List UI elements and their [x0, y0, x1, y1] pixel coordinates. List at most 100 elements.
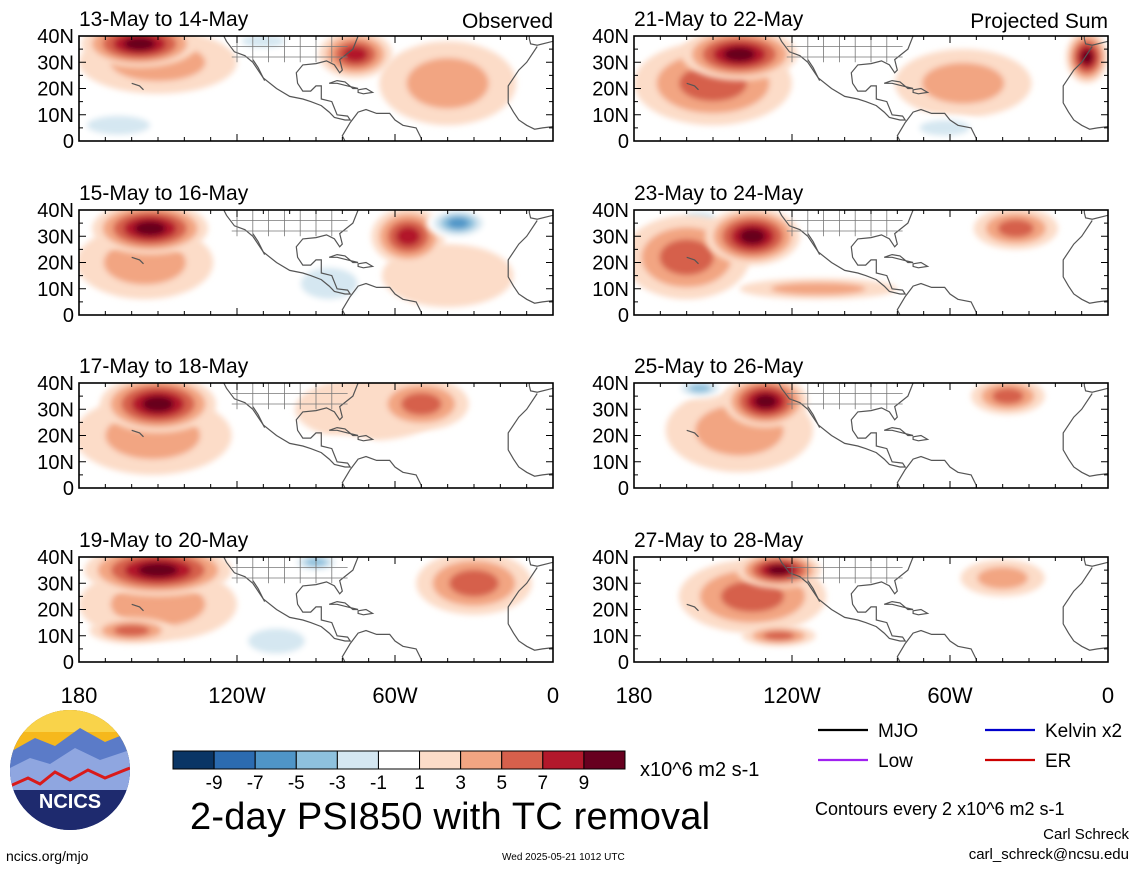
- y-tick-label: 20N: [37, 253, 74, 275]
- anomaly-blob: [371, 210, 446, 266]
- chart-title: 2-day PSI850 with TC removal: [190, 796, 711, 838]
- colorbar-tick-label: -1: [370, 773, 387, 794]
- colorbar-swatch: [419, 750, 462, 770]
- x-tick-label: 120W: [208, 683, 266, 708]
- anomaly-contour: [406, 58, 489, 109]
- y-tick-label: 30N: [37, 399, 74, 421]
- y-tick-label: 10N: [37, 626, 74, 648]
- legend-label: MJO: [878, 721, 918, 742]
- y-tick-label: 10N: [592, 452, 629, 474]
- anomaly-contour: [343, 46, 368, 63]
- anomaly-blob: [971, 383, 1045, 415]
- map-panel: 40N 30N 20N 10N 0 13-May to 14-May Observed: [37, 8, 554, 153]
- coastlines: [686, 557, 1108, 662]
- anomaly-blob: [902, 114, 987, 141]
- ncics-logo: NCICS: [10, 710, 130, 830]
- x-tick-label: 180: [61, 683, 98, 708]
- colorbar-tick-label: -3: [329, 773, 346, 794]
- y-tick-label: 0: [63, 305, 74, 327]
- y-tick-label: 0: [63, 652, 74, 674]
- anomaly-blob: [226, 36, 301, 52]
- anomaly-blob: [894, 49, 1032, 118]
- anomaly-contour: [720, 580, 785, 613]
- x-tick-label: 180: [616, 683, 653, 708]
- colorbar-swatch: [501, 750, 544, 770]
- colorbar-units: x10^6 m2 s-1: [640, 759, 760, 781]
- colorbar-swatch: [377, 750, 421, 770]
- y-tick-label: 40N: [592, 373, 629, 395]
- colorbar-tick-label: -7: [247, 773, 264, 794]
- colorbar-swatch: [460, 750, 503, 770]
- anomaly-contour: [767, 565, 791, 576]
- anomaly-blob: [705, 210, 800, 266]
- colorbar-swatch: [172, 750, 215, 770]
- contour-note: Contours every 2 x10^6 m2 s-1: [815, 799, 1065, 819]
- legend-label: Low: [878, 751, 913, 772]
- panel-date-range: 27-May to 28-May: [634, 529, 804, 552]
- anomaly-blob: [426, 210, 490, 239]
- anomaly-contour: [997, 219, 1034, 238]
- colorbar-tick-label: 1: [414, 773, 425, 794]
- y-tick-label: 10N: [592, 626, 629, 648]
- anomaly-contour: [688, 383, 712, 393]
- coastlines: [686, 36, 1108, 141]
- map-panel: 40N 30N 20N 10N 0 25-May to 26-May: [592, 355, 1109, 500]
- y-tick-label: 0: [63, 131, 74, 153]
- anomaly-blob: [681, 36, 798, 81]
- y-tick-label: 20N: [37, 426, 74, 448]
- anomaly-contour: [647, 557, 700, 584]
- y-tick-label: 30N: [592, 399, 629, 421]
- anomaly-blob: [318, 36, 393, 78]
- y-tick-label: 0: [618, 478, 629, 500]
- coastlines: [131, 557, 553, 662]
- x-tick-label: 0: [547, 683, 559, 708]
- timestamp: Wed 2025-05-21 1012 UTC: [502, 852, 625, 863]
- anomaly-contour: [977, 566, 1028, 590]
- colorbar-tick-label: -5: [288, 773, 305, 794]
- anomaly-contour: [137, 562, 179, 578]
- anomaly-blob: [416, 557, 532, 615]
- anomaly-blob: [973, 210, 1058, 250]
- colorbar-tick-label: 7: [538, 773, 549, 794]
- panel-type-label: Observed: [462, 10, 553, 33]
- state-borders: [786, 383, 903, 410]
- map-panel: 40N 30N 20N 10N 0 27-May to 28-May: [592, 529, 1109, 674]
- map-panel: 40N 30N 20N 10N 0 21-May to 22-May Projected S…: [592, 8, 1109, 153]
- panel-type-label: Projected Sum: [970, 10, 1108, 33]
- anomaly-blob: [379, 41, 517, 126]
- anomaly-contour: [723, 47, 756, 62]
- coastlines: [686, 383, 1108, 488]
- anomaly-blob: [741, 625, 816, 647]
- colorbar-tick-label: 5: [496, 773, 507, 794]
- website-link[interactable]: ncics.org/mjo: [6, 848, 89, 864]
- anomaly-contour: [86, 115, 151, 135]
- anomaly-contour: [142, 396, 174, 412]
- anomaly-contour: [968, 252, 1064, 284]
- anomaly-contour: [449, 569, 499, 597]
- anomaly-contour: [248, 628, 305, 654]
- y-tick-label: 30N: [37, 52, 74, 74]
- y-tick-label: 20N: [592, 600, 629, 622]
- y-tick-label: 30N: [592, 226, 629, 248]
- anomaly-contour: [300, 267, 358, 300]
- anomaly-blob: [300, 435, 385, 478]
- y-tick-label: 0: [618, 652, 629, 674]
- y-tick-label: 0: [618, 305, 629, 327]
- anomaly-blob: [89, 617, 174, 644]
- author-email: carl_schreck@ncsu.edu: [968, 846, 1129, 863]
- anomaly-blob: [79, 109, 172, 141]
- legend-label: ER: [1045, 751, 1071, 772]
- y-tick-label: 40N: [592, 547, 629, 569]
- anomaly-blob: [84, 557, 232, 597]
- anomaly-contour: [763, 631, 795, 641]
- colorbar-swatch: [213, 750, 256, 770]
- anomaly-contour: [1036, 385, 1101, 460]
- anomaly-blob: [968, 252, 1064, 284]
- colorbar-swatch: [583, 750, 626, 770]
- panel-date-range: 19-May to 20-May: [79, 529, 249, 552]
- logo-text: NCICS: [39, 791, 101, 813]
- y-tick-label: 0: [618, 131, 629, 153]
- x-tick-label: 60W: [927, 683, 972, 708]
- colorbar-swatch: [295, 750, 338, 770]
